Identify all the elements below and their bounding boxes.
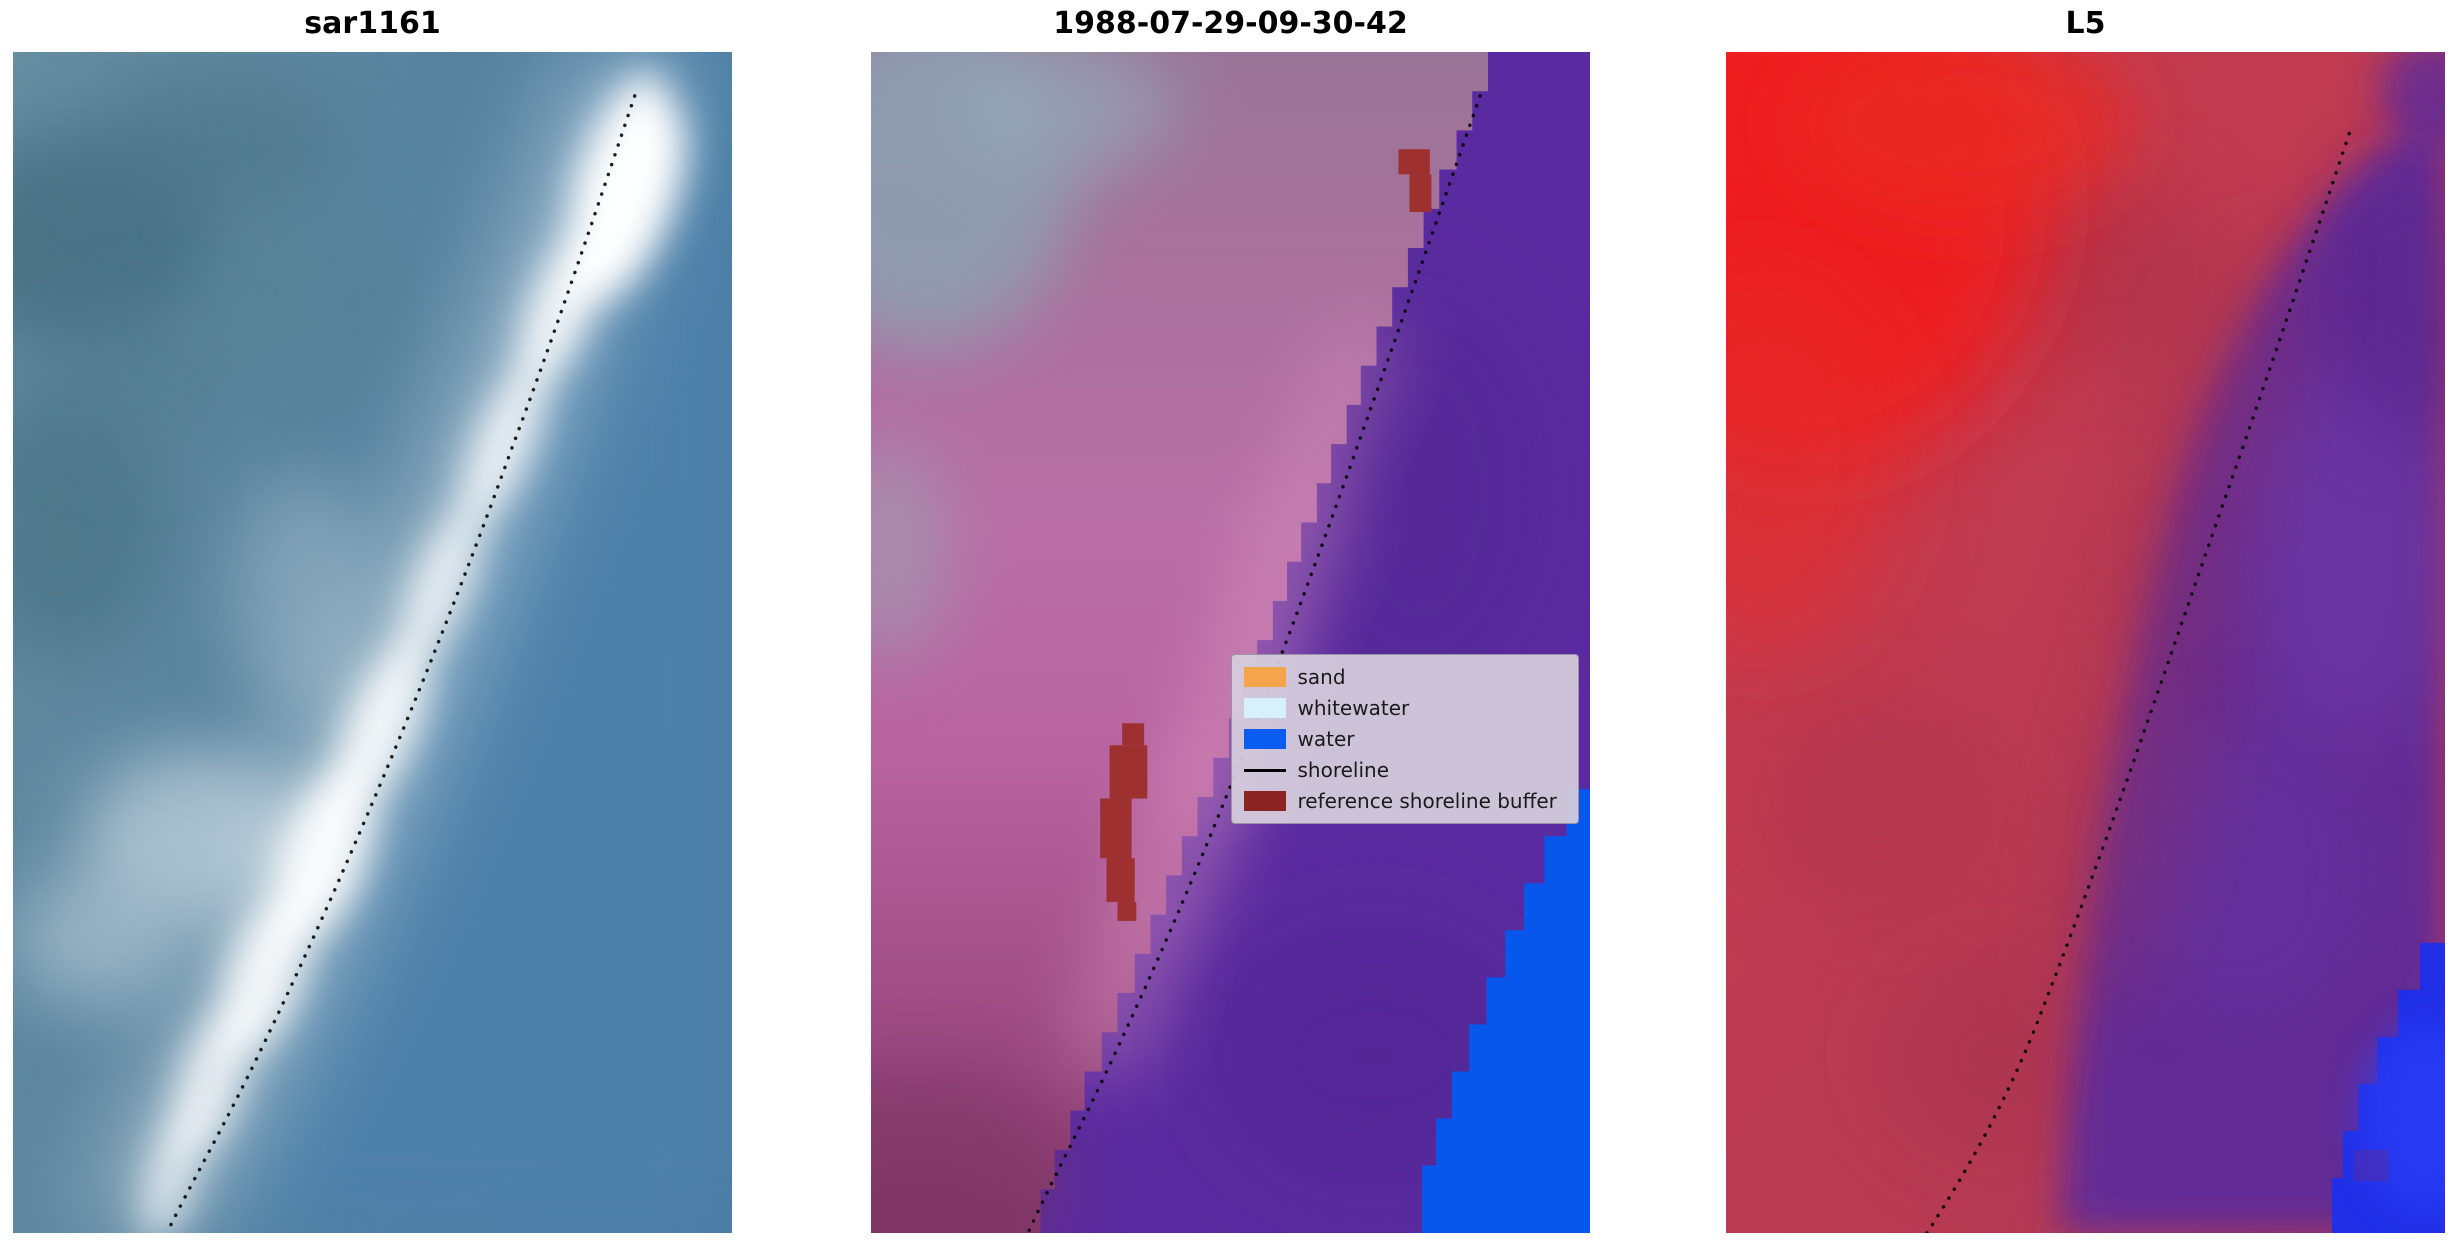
legend-item-water: water (1243, 727, 1567, 752)
reference-shoreline-buffer-swatch (1243, 791, 1286, 812)
panel-classified: 1988-07-29-09-30-42 (871, 7, 1590, 1233)
shoreline-dotted-line (165, 94, 637, 1233)
sar-image (13, 52, 732, 1233)
legend-label-sand: sand (1297, 665, 1346, 690)
water-swatch (1243, 729, 1286, 750)
legend: sand whitewater water shoreline referenc… (1230, 654, 1580, 825)
sar-whitewater-band (13, 52, 689, 1233)
legend-item-shoreline: shoreline (1243, 758, 1567, 783)
classified-image: sand whitewater water shoreline referenc… (871, 52, 1590, 1233)
legend-label-reference-shoreline-buffer: reference shoreline buffer (1297, 789, 1557, 814)
shoreline-line-swatch (1243, 768, 1286, 772)
l5-water-region (2059, 52, 2445, 1233)
l5-image-canvas (1726, 52, 2445, 1233)
legend-item-reference-shoreline-buffer: reference shoreline buffer (1243, 789, 1567, 814)
legend-item-whitewater: whitewater (1243, 696, 1567, 721)
l5-blue-water-patch (2331, 942, 2445, 1233)
sar-land-texture (13, 67, 406, 1233)
panel-title-sar: sar1161 (304, 6, 441, 41)
classified-red-patches (1100, 149, 1432, 921)
classified-blue-water-patch (1422, 789, 1590, 1233)
classified-image-canvas (871, 52, 1590, 1233)
legend-label-whitewater: whitewater (1297, 696, 1410, 721)
l5-land-texture (1757, 177, 2213, 1150)
l5-image (1726, 52, 2445, 1233)
whitewater-swatch (1243, 698, 1286, 719)
sar-image-canvas (13, 52, 732, 1233)
l5-bright-red-region (1726, 52, 2135, 648)
legend-label-shoreline: shoreline (1297, 758, 1390, 783)
panel-title-date: 1988-07-29-09-30-42 (1053, 6, 1408, 41)
panel-title-l5: L5 (2065, 6, 2106, 41)
legend-item-sand: sand (1243, 665, 1567, 690)
legend-label-water: water (1297, 727, 1355, 752)
panel-l5: L5 (1726, 7, 2445, 1233)
sand-swatch (1243, 667, 1286, 688)
panel-sar: sar1161 (13, 7, 732, 1233)
classified-land-texture (871, 52, 1394, 1233)
